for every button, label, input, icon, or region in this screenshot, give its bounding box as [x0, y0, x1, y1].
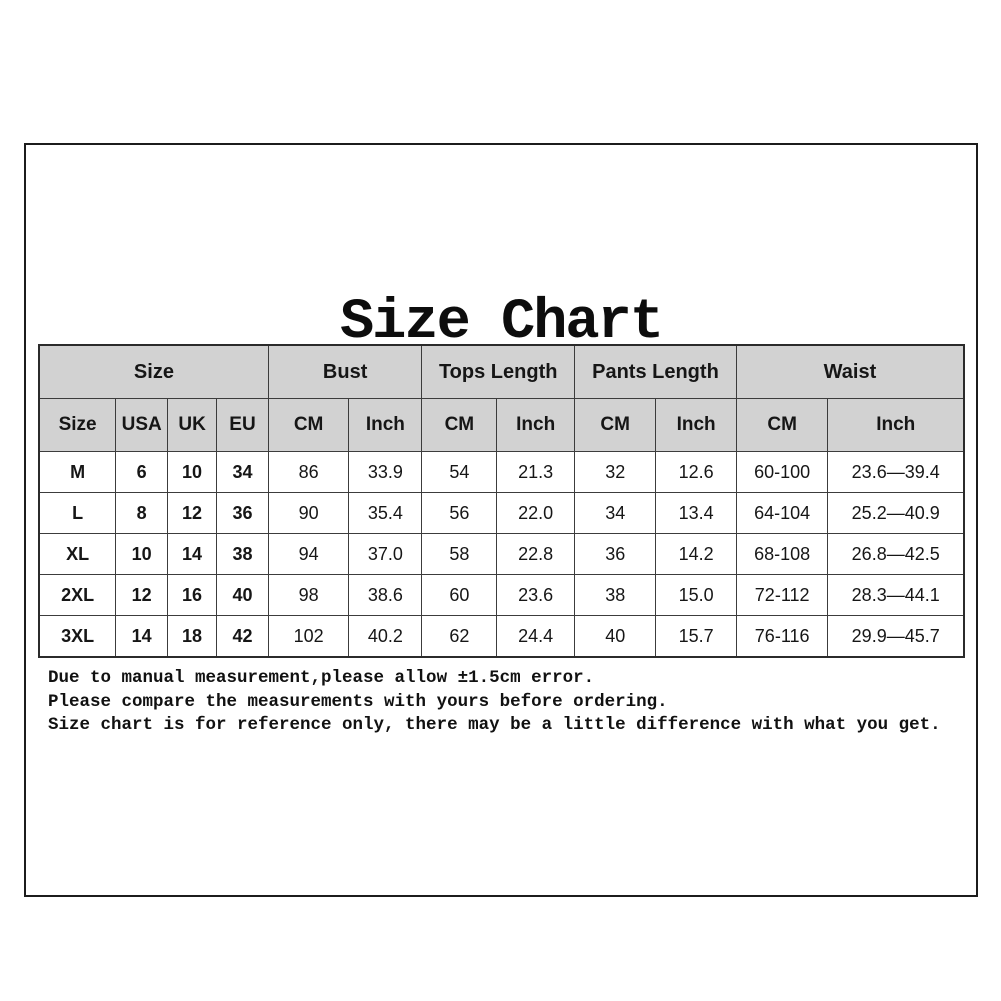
value-cell: 102	[267, 615, 350, 658]
table-row: XL 10 14 38 94 37.0 58 22.8 36 14.2 68-108 26.8—42.…	[38, 533, 965, 575]
value-cell: 62	[421, 615, 498, 658]
value-cell: 24.4	[496, 615, 576, 658]
value-cell: 60	[421, 574, 498, 616]
value-cell: 38	[216, 533, 269, 575]
value-cell: 56	[421, 492, 498, 534]
sub-header-cell: Size	[38, 398, 117, 452]
size-label-cell: L	[38, 492, 117, 534]
size-label-cell: M	[38, 451, 117, 493]
table-row: 3XL 14 18 42 102 40.2 62 24.4 40 15.7 76-116 29.9—4…	[38, 615, 965, 658]
value-cell: 72-112	[735, 574, 829, 616]
size-label-cell: XL	[38, 533, 117, 575]
note-line: Size chart is for reference only, there …	[48, 715, 941, 735]
value-cell: 29.9—45.7	[827, 615, 965, 658]
group-header-cell: Bust	[267, 344, 423, 399]
sub-header-cell: CM	[267, 398, 350, 452]
value-cell: 10	[115, 533, 169, 575]
value-cell: 26.8—42.5	[827, 533, 965, 575]
sub-header-cell: UK	[167, 398, 218, 452]
sub-header-cell: USA	[115, 398, 169, 452]
value-cell: 42	[216, 615, 269, 658]
value-cell: 8	[115, 492, 169, 534]
value-cell: 32	[574, 451, 657, 493]
value-cell: 6	[115, 451, 169, 493]
value-cell: 16	[167, 574, 218, 616]
value-cell: 13.4	[655, 492, 737, 534]
value-cell: 38.6	[348, 574, 423, 616]
value-cell: 38	[574, 574, 657, 616]
sub-header-cell: Inch	[827, 398, 965, 452]
value-cell: 86	[267, 451, 350, 493]
value-cell: 76-116	[735, 615, 829, 658]
value-cell: 94	[267, 533, 350, 575]
value-cell: 34	[574, 492, 657, 534]
value-cell: 64-104	[735, 492, 829, 534]
value-cell: 15.0	[655, 574, 737, 616]
sub-header-cell: CM	[421, 398, 498, 452]
value-cell: 68-108	[735, 533, 829, 575]
table-row: 2XL 12 16 40 98 38.6 60 23.6 38 15.0 72-112 28.3—44…	[38, 574, 965, 616]
value-cell: 40	[574, 615, 657, 658]
value-cell: 60-100	[735, 451, 829, 493]
group-header-cell: Waist	[735, 344, 965, 399]
value-cell: 34	[216, 451, 269, 493]
value-cell: 22.0	[496, 492, 576, 534]
value-cell: 28.3—44.1	[827, 574, 965, 616]
sub-header-cell: CM	[574, 398, 657, 452]
value-cell: 18	[167, 615, 218, 658]
value-cell: 40	[216, 574, 269, 616]
size-table: Size Bust Tops Length Pants Length Waist Size…	[38, 344, 965, 658]
value-cell: 22.8	[496, 533, 576, 575]
sub-header-row: Size USA UK EU CM Inch CM Inch CM Inch CM Inch	[38, 398, 965, 452]
value-cell: 90	[267, 492, 350, 534]
value-cell: 40.2	[348, 615, 423, 658]
size-label-cell: 3XL	[38, 615, 117, 658]
value-cell: 23.6—39.4	[827, 451, 965, 493]
value-cell: 14	[167, 533, 218, 575]
value-cell: 21.3	[496, 451, 576, 493]
value-cell: 12	[167, 492, 218, 534]
value-cell: 37.0	[348, 533, 423, 575]
value-cell: 12	[115, 574, 169, 616]
sub-header-cell: EU	[216, 398, 269, 452]
value-cell: 25.2—40.9	[827, 492, 965, 534]
notes-block: Due to manual measurement,please allow ±…	[48, 667, 941, 738]
value-cell: 98	[267, 574, 350, 616]
value-cell: 35.4	[348, 492, 423, 534]
group-header-cell: Tops Length	[421, 344, 576, 399]
group-header-cell: Pants Length	[574, 344, 737, 399]
table-row: M 6 10 34 86 33.9 54 21.3 32 12.6 60-100 23.6—39.4	[38, 451, 965, 493]
group-header-cell: Size	[38, 344, 269, 399]
sub-header-cell: Inch	[348, 398, 423, 452]
content-frame: Size Chart Size Bust Tops Length Pants Leng…	[24, 143, 978, 897]
value-cell: 14.2	[655, 533, 737, 575]
note-line: Please compare the measurements with you…	[48, 691, 668, 712]
sub-header-cell: CM	[735, 398, 829, 452]
value-cell: 10	[167, 451, 218, 493]
group-header-row: Size Bust Tops Length Pants Length Waist	[38, 344, 965, 399]
sub-header-cell: Inch	[496, 398, 576, 452]
size-label-cell: 2XL	[38, 574, 117, 616]
value-cell: 36	[574, 533, 657, 575]
value-cell: 33.9	[348, 451, 423, 493]
value-cell: 14	[115, 615, 169, 658]
sub-header-cell: Inch	[655, 398, 737, 452]
value-cell: 23.6	[496, 574, 576, 616]
table-row: L 8 12 36 90 35.4 56 22.0 34 13.4 64-104 25.2—40.9	[38, 492, 965, 534]
value-cell: 36	[216, 492, 269, 534]
note-line: Due to manual measurement,please allow ±…	[48, 668, 595, 688]
value-cell: 12.6	[655, 451, 737, 493]
value-cell: 58	[421, 533, 498, 575]
value-cell: 54	[421, 451, 498, 493]
value-cell: 15.7	[655, 615, 737, 658]
